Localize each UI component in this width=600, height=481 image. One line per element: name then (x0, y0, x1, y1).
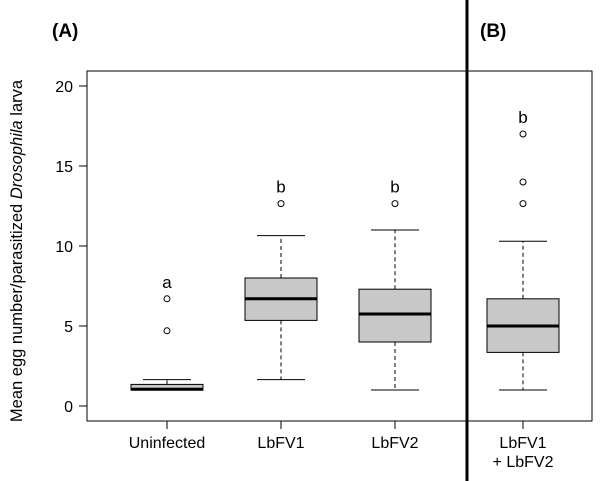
y-axis-label: Mean egg number/parasitized Drosophila l… (8, 79, 26, 422)
y-axis: 0 5 10 15 20 (55, 79, 88, 416)
y-tick-label: 20 (55, 79, 73, 96)
outlier-point (519, 200, 527, 208)
box-group: b (244, 178, 318, 381)
outlier-point (519, 178, 527, 186)
x-tick-label: + LbFV2 (493, 454, 554, 471)
boxes: a b b b (130, 108, 560, 391)
panel-label-a: (A) (52, 21, 78, 42)
y-tick-label: 15 (55, 159, 73, 176)
outlier-point (163, 327, 171, 335)
significance-letter: b (390, 178, 399, 197)
outlier-point (391, 200, 399, 208)
significance-letter: b (276, 178, 285, 197)
y-tick-label: 10 (55, 239, 73, 256)
outlier-point (519, 130, 527, 138)
y-tick-label: 0 (64, 399, 73, 416)
x-tick-label: LbFV1 (257, 435, 304, 452)
outlier-point (163, 295, 171, 303)
x-tick-label: Uninfected (129, 435, 206, 452)
y-axis-label-italic: Drosophila (8, 120, 26, 199)
box-group: b (358, 178, 432, 391)
x-axis: Uninfected LbFV1 LbFV2 LbFV1 + LbFV2 (129, 421, 554, 471)
y-axis-label-prefix: Mean egg number/parasitized (8, 199, 26, 422)
significance-letter: b (518, 108, 527, 127)
y-tick-label: 5 (64, 319, 73, 336)
iqr-box (358, 288, 432, 343)
panel-label-b: (B) (480, 21, 506, 42)
outlier-point (277, 200, 285, 208)
x-tick-label: LbFV1 (499, 435, 546, 452)
box-group: a (130, 273, 204, 391)
significance-letter: a (162, 273, 172, 292)
box-group: b (486, 108, 560, 391)
y-axis-label-suffix: larva (8, 79, 26, 120)
x-tick-label: LbFV2 (371, 435, 418, 452)
plot-frame (86, 70, 593, 422)
